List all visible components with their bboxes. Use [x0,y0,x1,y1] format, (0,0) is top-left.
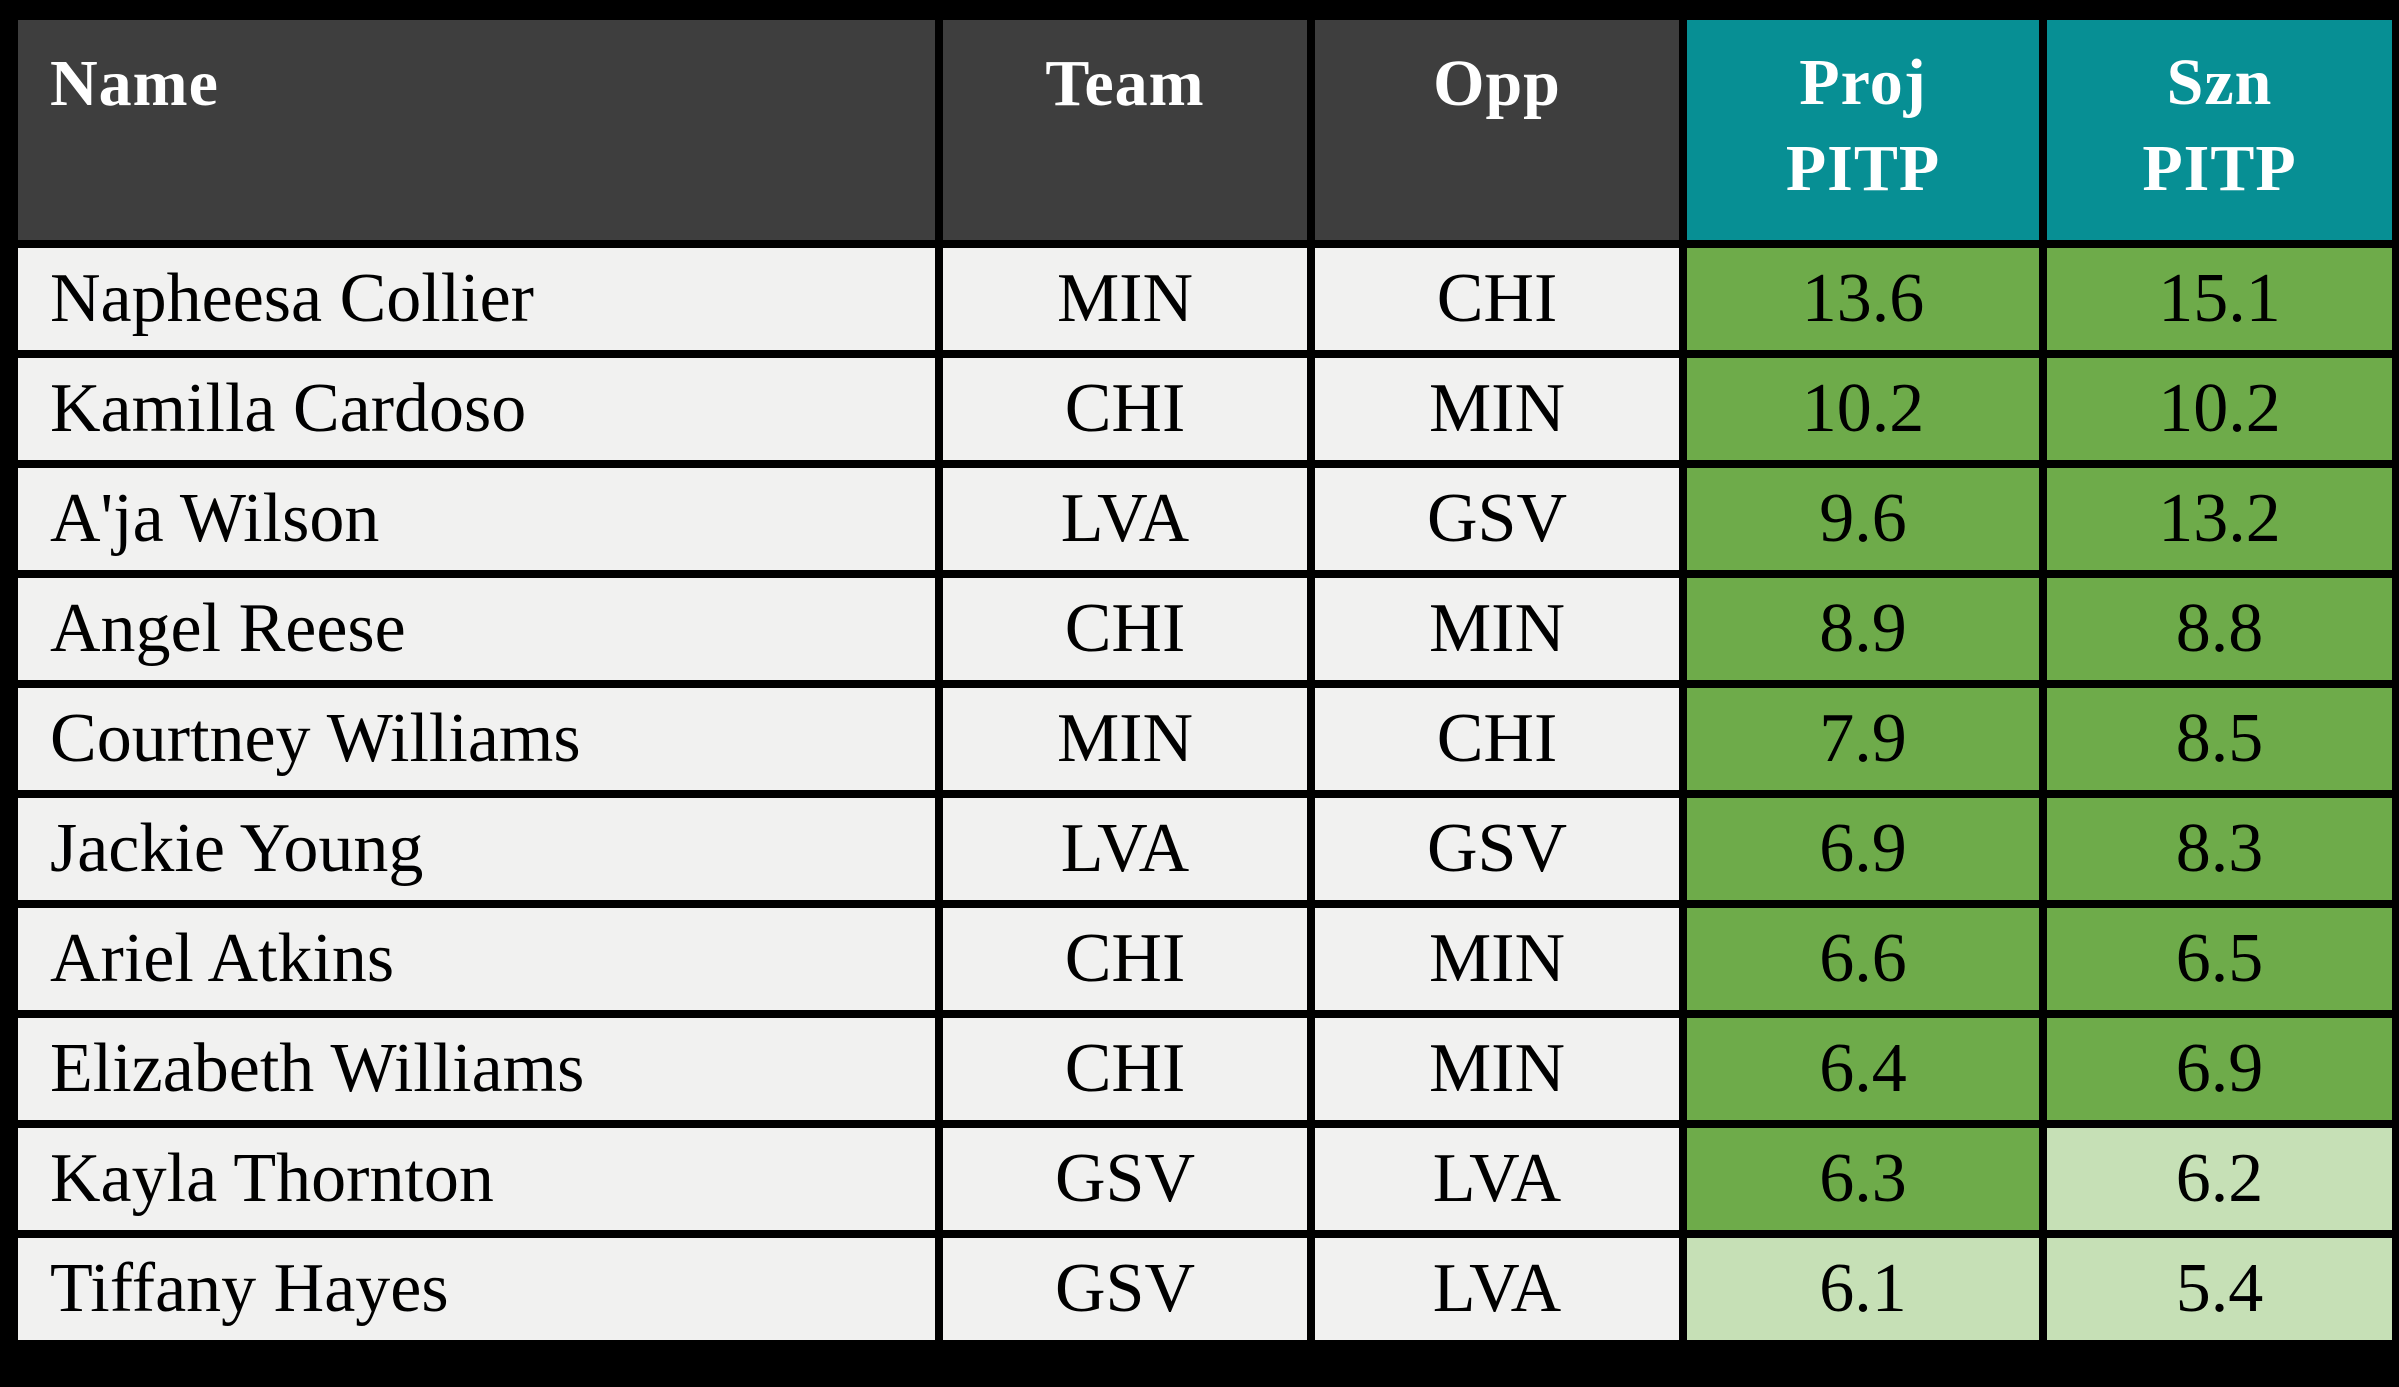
proj-pitp-cell: 6.4 [1679,1010,2047,1128]
player-name-cell: Jackie Young [10,790,943,908]
team-cell: MIN [935,240,1315,358]
opp-cell: MIN [1307,350,1687,468]
opp-cell: CHI [1307,680,1687,798]
table-row: Kamilla Cardoso CHI MIN 10.2 10.2 [10,350,2399,468]
player-name-cell: Ariel Atkins [10,900,943,1018]
team-cell: LVA [935,790,1315,908]
player-name-cell: Napheesa Collier [10,240,943,358]
opp-cell: MIN [1307,900,1687,1018]
table-row: A'ja Wilson LVA GSV 9.6 13.2 [10,460,2399,578]
table-row: Ariel Atkins CHI MIN 6.6 6.5 [10,900,2399,1018]
szn-pitp-cell: 13.2 [2039,460,2399,578]
opp-cell: MIN [1307,1010,1687,1128]
team-cell: LVA [935,460,1315,578]
proj-pitp-cell: 6.9 [1679,790,2047,908]
team-cell: GSV [935,1120,1315,1238]
opp-cell: GSV [1307,460,1687,578]
opp-cell: MIN [1307,570,1687,688]
team-cell: CHI [935,570,1315,688]
szn-pitp-cell: 15.1 [2039,240,2399,358]
table-row: Jackie Young LVA GSV 6.9 8.3 [10,790,2399,908]
pitp-table: Name Team Opp Proj PITP Szn PITP Naphees… [10,12,2399,1348]
col-header-name: Name [10,12,943,248]
player-name-cell: Angel Reese [10,570,943,688]
team-cell: CHI [935,350,1315,468]
opp-cell: LVA [1307,1120,1687,1238]
player-name-cell: Courtney Williams [10,680,943,798]
header-row: Name Team Opp Proj PITP Szn PITP [10,12,2399,248]
proj-pitp-cell: 6.6 [1679,900,2047,1018]
player-name-cell: Tiffany Hayes [10,1230,943,1348]
proj-pitp-cell: 7.9 [1679,680,2047,798]
table-row: Elizabeth Williams CHI MIN 6.4 6.9 [10,1010,2399,1128]
team-cell: GSV [935,1230,1315,1348]
szn-pitp-cell: 8.5 [2039,680,2399,798]
szn-pitp-cell: 6.9 [2039,1010,2399,1128]
table-row: Napheesa Collier MIN CHI 13.6 15.1 [10,240,2399,358]
szn-pitp-cell: 5.4 [2039,1230,2399,1348]
team-cell: MIN [935,680,1315,798]
col-header-opp: Opp [1307,12,1687,248]
szn-pitp-cell: 6.5 [2039,900,2399,1018]
player-name-cell: Elizabeth Williams [10,1010,943,1128]
szn-pitp-cell: 8.8 [2039,570,2399,688]
proj-pitp-cell: 8.9 [1679,570,2047,688]
col-header-proj-pitp: Proj PITP [1679,12,2047,248]
table-row: Kayla Thornton GSV LVA 6.3 6.2 [10,1120,2399,1238]
szn-pitp-cell: 10.2 [2039,350,2399,468]
szn-pitp-cell: 8.3 [2039,790,2399,908]
proj-pitp-cell: 10.2 [1679,350,2047,468]
opp-cell: GSV [1307,790,1687,908]
opp-cell: CHI [1307,240,1687,358]
col-header-team: Team [935,12,1315,248]
opp-cell: LVA [1307,1230,1687,1348]
table-row: Angel Reese CHI MIN 8.9 8.8 [10,570,2399,688]
player-name-cell: Kayla Thornton [10,1120,943,1238]
proj-pitp-cell: 9.6 [1679,460,2047,578]
table-row: Courtney Williams MIN CHI 7.9 8.5 [10,680,2399,798]
proj-pitp-cell: 13.6 [1679,240,2047,358]
proj-pitp-cell: 6.1 [1679,1230,2047,1348]
player-name-cell: Kamilla Cardoso [10,350,943,468]
szn-pitp-cell: 6.2 [2039,1120,2399,1238]
table-row: Tiffany Hayes GSV LVA 6.1 5.4 [10,1230,2399,1348]
player-name-cell: A'ja Wilson [10,460,943,578]
team-cell: CHI [935,1010,1315,1128]
col-header-szn-pitp: Szn PITP [2039,12,2399,248]
proj-pitp-cell: 6.3 [1679,1120,2047,1238]
team-cell: CHI [935,900,1315,1018]
